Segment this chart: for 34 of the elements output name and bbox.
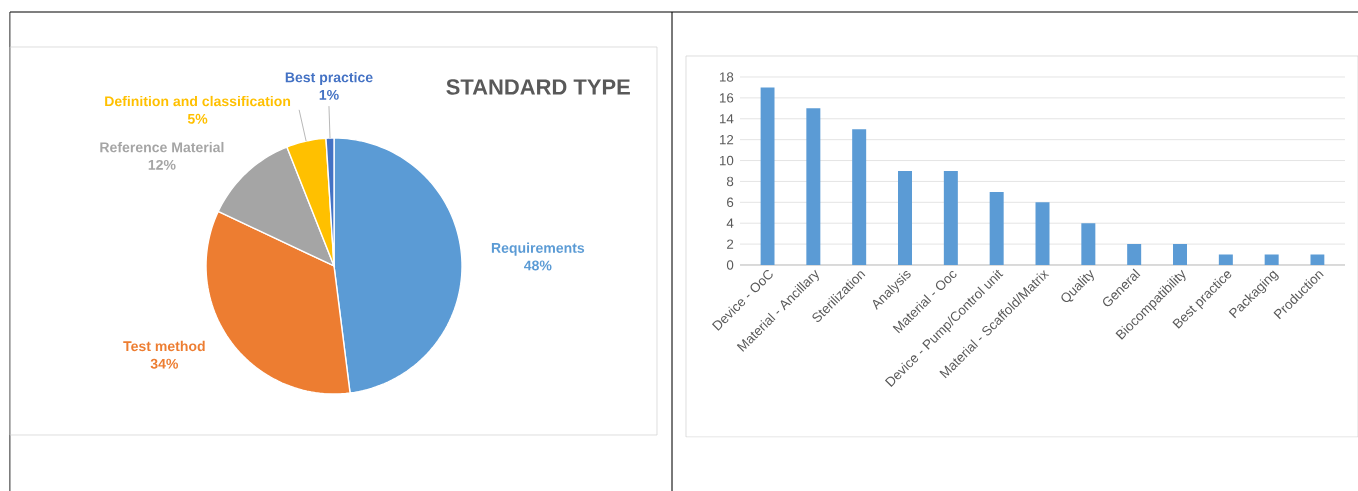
bar — [989, 191, 1004, 265]
y-tick-label: 6 — [727, 197, 734, 208]
data-label: 48% — [523, 260, 552, 271]
bar — [1264, 254, 1279, 265]
slice-label: Definition and classification — [105, 95, 291, 107]
chart-title: STANDARD TYPE — [446, 79, 630, 95]
data-label: 34% — [150, 358, 179, 369]
data-label: 1% — [319, 89, 339, 100]
bar — [1081, 223, 1096, 265]
slice-label: Reference Material — [100, 141, 224, 153]
y-tick-label: 2 — [727, 239, 734, 249]
y-tick-label: 14 — [719, 114, 734, 124]
bar — [852, 129, 867, 265]
bar — [1035, 202, 1050, 265]
bar — [943, 170, 958, 265]
y-tick-label: 12 — [719, 134, 734, 145]
bar — [898, 170, 913, 265]
slice-label: Requirements — [491, 242, 585, 256]
slice-label: Best practice — [285, 71, 373, 86]
y-tick-label: 8 — [726, 176, 734, 187]
bar — [1218, 254, 1233, 265]
y-tick-label: 10 — [719, 155, 734, 166]
y-tick-label: 16 — [719, 93, 734, 103]
bar — [1310, 254, 1325, 265]
y-tick-label: 4 — [726, 218, 734, 228]
bar — [1173, 244, 1187, 265]
bar — [760, 87, 775, 265]
y-tick-label: 18 — [719, 72, 734, 82]
data-label: 12% — [148, 159, 176, 170]
y-tick-label: 0 — [726, 260, 734, 270]
data-label: 5% — [187, 113, 208, 124]
bar — [1127, 244, 1142, 265]
slice-label: Test method — [123, 340, 205, 352]
bar — [806, 108, 821, 265]
